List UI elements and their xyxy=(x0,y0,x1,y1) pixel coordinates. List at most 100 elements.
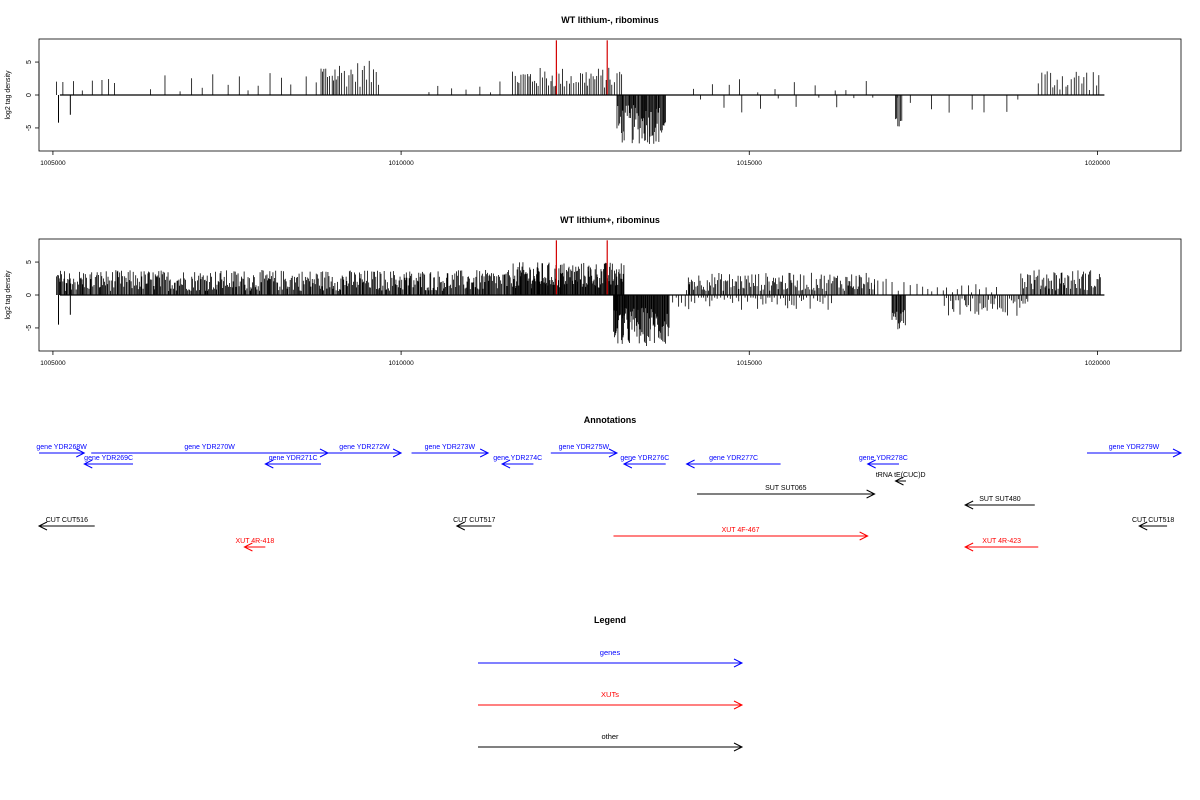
feature-label: gene YDR271C xyxy=(269,455,318,462)
feature-gene: gene YDR276C xyxy=(620,455,669,469)
x-ticks: 1005000 1010000 1015000 1020000 xyxy=(40,151,1110,167)
feature-label: CUT CUT517 xyxy=(453,517,495,524)
arrow-head-icon xyxy=(964,542,974,552)
highlight-bars xyxy=(555,240,608,295)
x-tick-label: 1020000 xyxy=(1085,160,1111,167)
legend-title: Legend xyxy=(594,615,626,625)
arrow-head-icon xyxy=(455,521,466,531)
feature-gene: gene YDR268W xyxy=(36,444,87,458)
density-bars xyxy=(56,262,1101,347)
arrow-head-icon xyxy=(733,700,744,710)
feature-other: CUT CUT516 xyxy=(37,517,95,531)
feature-gene: gene YDR274C xyxy=(493,455,542,469)
legend-item-genes: genes xyxy=(478,648,744,668)
x-tick-label: 1005000 xyxy=(40,360,66,367)
y-axis-label: log2 tag density xyxy=(5,270,12,320)
arrow-head-icon xyxy=(76,448,86,458)
arrow-head-icon xyxy=(964,500,974,510)
arrow-head-icon xyxy=(866,489,876,499)
feature-label: CUT CUT516 xyxy=(46,517,88,524)
feature-other: SUT SUT480 xyxy=(964,496,1035,510)
legend-label: genes xyxy=(600,648,621,657)
x-tick-label: 1010000 xyxy=(388,360,414,367)
feature-gene: gene YDR277C xyxy=(685,455,781,469)
x-tick-label: 1020000 xyxy=(1085,360,1111,367)
feature-label: CUT CUT518 xyxy=(1132,517,1174,524)
y-tick-label: -5 xyxy=(26,325,33,331)
feature-label: gene YDR278C xyxy=(859,455,908,462)
y-tick-label: 0 xyxy=(26,293,33,297)
feature-label: gene YDR273W xyxy=(425,444,476,451)
arrow-head-icon xyxy=(685,459,695,469)
arrow-head-icon xyxy=(479,448,490,458)
feature-gene: gene YDR269C xyxy=(83,455,133,469)
arrow-head-icon xyxy=(622,459,633,469)
legend: Legend genes XUTs other xyxy=(478,615,744,752)
feature-label: gene YDR268W xyxy=(36,444,87,451)
x-tick-label: 1010000 xyxy=(388,160,414,167)
y-tick-label: 5 xyxy=(26,60,33,64)
feature-other: SUT SUT065 xyxy=(697,485,876,499)
density-bars xyxy=(56,60,1100,144)
feature-label: XUT 4R-418 xyxy=(235,538,274,545)
arrow-head-icon xyxy=(1138,521,1148,531)
y-ticks: -5 0 5 xyxy=(26,260,39,331)
feature-xut: XUT 4R-418 xyxy=(235,538,274,552)
feature-gene: gene YDR278C xyxy=(859,455,908,469)
track-panel-lithium-plus: WT lithium+, ribominus log2 tag density … xyxy=(5,215,1182,367)
x-tick-label: 1015000 xyxy=(737,160,763,167)
feature-other: CUT CUT518 xyxy=(1132,517,1174,531)
arrow-head-icon xyxy=(866,459,876,469)
y-tick-label: -5 xyxy=(26,125,33,131)
feature-other: tRNA tE(CUC)D xyxy=(876,472,926,486)
x-tick-label: 1015000 xyxy=(737,360,763,367)
legend-label: XUTs xyxy=(601,690,619,699)
arrow-head-icon xyxy=(733,658,744,668)
arrow-head-icon xyxy=(859,531,869,541)
feature-xut: XUT 4F-467 xyxy=(613,527,869,541)
feature-label: SUT SUT065 xyxy=(765,485,807,492)
arrow-head-icon xyxy=(608,448,619,458)
feature-label: gene YDR274C xyxy=(493,455,542,462)
arrow-head-icon xyxy=(37,521,48,531)
feature-label: gene YDR272W xyxy=(339,444,390,451)
arrow-head-icon xyxy=(264,459,274,469)
highlight-bars xyxy=(555,40,608,95)
feature-label: gene YDR276C xyxy=(620,455,669,462)
x-ticks: 1005000 1010000 1015000 1020000 xyxy=(40,351,1110,367)
feature-gene: gene YDR273W xyxy=(411,444,490,458)
arrow-head-icon xyxy=(243,542,253,552)
feature-gene: gene YDR271C xyxy=(264,455,322,469)
feature-label: XUT 4R-423 xyxy=(982,538,1021,545)
arrow-head-icon xyxy=(392,448,403,458)
feature-label: tRNA tE(CUC)D xyxy=(876,472,926,479)
feature-other: CUT CUT517 xyxy=(453,517,495,531)
arrow-head-icon xyxy=(83,459,93,469)
feature-xut: XUT 4R-423 xyxy=(964,538,1039,552)
arrow-head-icon xyxy=(894,476,904,486)
feature-gene: gene YDR275W xyxy=(550,444,619,458)
annotations-title: Annotations xyxy=(584,415,637,425)
feature-label: gene YDR275W xyxy=(559,444,610,451)
y-tick-label: 5 xyxy=(26,260,33,264)
feature-label: gene YDR270W xyxy=(184,444,235,451)
feature-label: gene YDR277C xyxy=(709,455,758,462)
feature-gene: gene YDR272W xyxy=(327,444,403,458)
legend-item-xuts: XUTs xyxy=(478,690,744,710)
x-tick-label: 1005000 xyxy=(40,160,66,167)
arrow-head-icon xyxy=(500,459,511,469)
y-ticks: -5 0 5 xyxy=(26,60,39,131)
arrow-head-icon xyxy=(733,742,744,752)
panel-title: WT lithium-, ribominus xyxy=(561,15,659,25)
feature-arrows: gene YDR268W gene YDR269C gene YDR270W gene… xyxy=(36,444,1183,552)
y-tick-label: 0 xyxy=(26,93,33,97)
y-axis-label: log2 tag density xyxy=(5,70,12,120)
panel-title: WT lithium+, ribominus xyxy=(560,215,660,225)
legend-item-other: other xyxy=(478,732,744,752)
feature-label: gene YDR269C xyxy=(84,455,133,462)
feature-label: XUT 4F-467 xyxy=(722,527,760,534)
legend-label: other xyxy=(601,732,619,741)
feature-label: gene YDR279W xyxy=(1109,444,1160,451)
